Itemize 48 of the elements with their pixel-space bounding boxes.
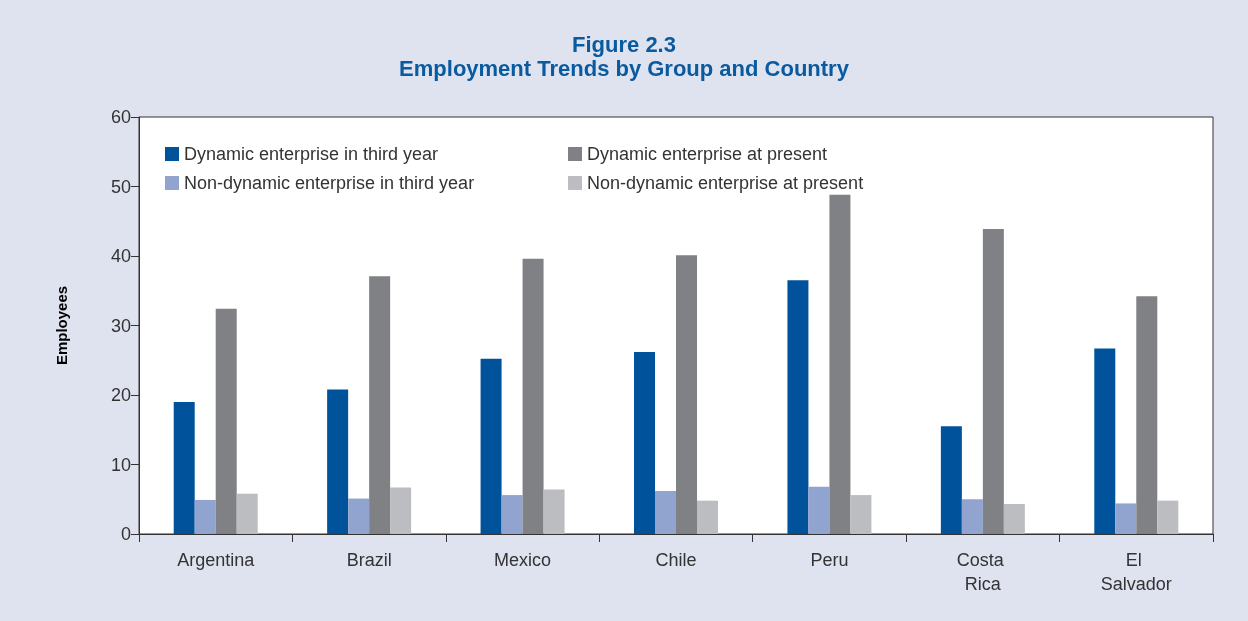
bar <box>1094 348 1116 534</box>
bar <box>655 490 676 534</box>
y-tick-label: 40 <box>110 246 131 266</box>
bar <box>697 500 718 534</box>
bar <box>390 487 412 534</box>
chart-title: Figure 2.3 <box>572 31 676 57</box>
x-tick-label: Peru <box>810 550 849 570</box>
bar <box>787 280 809 534</box>
x-tick-label: Mexico <box>494 550 552 570</box>
bar <box>369 276 391 534</box>
bar <box>501 495 523 534</box>
bar <box>982 228 1004 534</box>
bar <box>961 499 983 534</box>
y-tick-label: 10 <box>110 454 131 475</box>
bar <box>543 489 565 534</box>
bar <box>173 401 195 534</box>
bar <box>634 351 655 534</box>
bar <box>676 255 697 534</box>
bar <box>522 258 544 534</box>
bar <box>829 194 851 534</box>
bar <box>808 486 830 534</box>
bar <box>194 499 216 534</box>
y-tick-label: 60 <box>110 107 131 127</box>
bar <box>1136 296 1158 534</box>
x-tick-label: Brazil <box>346 550 392 570</box>
bar <box>348 498 370 534</box>
bar <box>236 493 258 534</box>
bar <box>327 389 349 534</box>
y-tick-label: 20 <box>110 385 131 405</box>
legend-label: Non-dynamic enterprise in third year <box>184 173 475 193</box>
x-tick-label: Chile <box>655 550 697 570</box>
y-tick-label: 30 <box>110 315 131 336</box>
y-tick-label: 0 <box>120 524 131 544</box>
bar <box>480 358 502 534</box>
x-tick-label: Costa Rica <box>956 550 1009 594</box>
x-tick-label: El Salvador <box>1100 550 1172 594</box>
bar <box>1157 500 1179 534</box>
bar <box>1003 504 1025 534</box>
legend-label: Non-dynamic enterprise at present <box>587 173 864 193</box>
bar <box>1115 503 1137 534</box>
legend-label: Dynamic enterprise in third year <box>184 144 439 164</box>
bar <box>850 495 872 534</box>
legend-label: Dynamic enterprise at present <box>587 144 828 164</box>
bar <box>940 426 962 534</box>
x-tick-label: Argentina <box>177 550 256 570</box>
bar <box>215 308 237 534</box>
y-axis-title: Employees <box>53 285 70 366</box>
y-tick-label: 50 <box>110 176 131 197</box>
